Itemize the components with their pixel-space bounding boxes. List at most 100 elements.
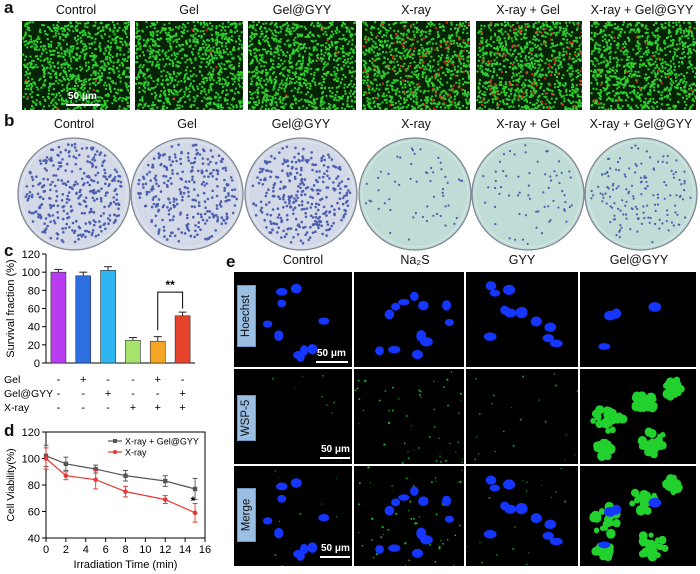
factor-sign: - <box>57 388 61 400</box>
live-cells <box>590 21 696 110</box>
panel-a-col-label: X-ray <box>401 3 431 17</box>
panel-e-label: e <box>226 252 236 271</box>
confocal-tile <box>580 466 696 566</box>
factor-sign: + <box>130 402 136 414</box>
dish-plate <box>130 137 244 251</box>
series-line <box>45 455 196 490</box>
culture-dish <box>357 136 473 252</box>
dish-plate <box>358 137 472 251</box>
factor-sign: - <box>106 402 110 414</box>
data-point <box>123 489 128 494</box>
live-cells <box>22 21 130 110</box>
panel-a-col-label: X-ray + Gel <box>496 3 560 17</box>
y-tick-label: 100 <box>22 267 40 279</box>
x-tick-label: 6 <box>103 544 109 556</box>
probe-signal <box>590 376 685 462</box>
y-tick-label: 100 <box>22 454 40 466</box>
bar <box>50 271 67 364</box>
x-tick-label: 0 <box>43 544 49 556</box>
x-tick-label: 12 <box>159 544 171 556</box>
legend-marker <box>113 450 117 454</box>
dish-plate <box>471 137 585 251</box>
y-tick-label: 20 <box>28 340 40 352</box>
factor-sign: + <box>179 388 185 400</box>
x-axis-label: Irradiation Time (min) <box>74 559 178 571</box>
data-point <box>163 478 168 484</box>
panel-b-col-label: X-ray + Gel <box>496 117 560 131</box>
live-dead-image <box>22 21 130 110</box>
factor-label: Gel <box>4 374 20 386</box>
live-dead-image <box>476 21 582 110</box>
panel-e-col-label: GYY <box>508 253 536 267</box>
y-tick-label: 80 <box>28 285 40 297</box>
row-tag-wsp5: WSP-5 <box>237 395 256 441</box>
nuclei <box>375 486 454 558</box>
y-tick-label: 120 <box>22 249 40 261</box>
nuclei <box>483 475 563 546</box>
confocal-tile <box>580 272 696 367</box>
bar <box>125 339 141 364</box>
nuclei <box>262 478 330 561</box>
panel-b-col-label: X-ray + Gel@GYY <box>589 117 693 131</box>
panel-a-col-label: X-ray + Gel@GYY <box>590 3 694 17</box>
probe-signal <box>354 371 464 464</box>
cell-viability-chart: 40 60 80 100 120 0 2 4 6 8 10 12 14 16 Irradiation Tim… <box>5 428 211 571</box>
x-tick-label: 14 <box>179 544 191 556</box>
bar <box>75 275 92 364</box>
scale-bar <box>66 104 100 106</box>
bar <box>100 270 116 364</box>
panel-a-label: a <box>4 0 14 17</box>
survival-fraction-chart: 0 20 40 60 80 100 120 Survival fraction (%) ** Ge… <box>4 249 195 414</box>
factor-sign: + <box>179 402 185 414</box>
factor-sign: - <box>57 402 61 414</box>
scale-bar-label: 50 μm <box>317 348 346 359</box>
confocal-tile <box>466 369 578 464</box>
factor-sign: - <box>106 374 110 386</box>
panel-e-col-label: Gel@GYY <box>609 253 669 267</box>
colonies <box>482 144 573 245</box>
panel-b-col-label: Gel@GYY <box>271 117 331 131</box>
x-tick-label: 2 <box>63 544 69 556</box>
factor-sign: - <box>131 388 135 400</box>
significance-bracket <box>157 291 184 331</box>
panel-b-col-label: Control <box>53 117 95 131</box>
panel-b-label: b <box>4 111 15 130</box>
confocal-tile <box>354 369 464 464</box>
y-axis-label: Survival fraction (%) <box>5 259 17 357</box>
scale-bar <box>320 457 350 459</box>
colonies <box>590 144 692 244</box>
y-tick-label: 120 <box>22 428 40 439</box>
culture-dish <box>470 136 586 252</box>
live-cells <box>362 21 470 110</box>
legend-label: X-ray + Gel@GYY <box>125 437 199 447</box>
factor-sign: - <box>131 374 135 386</box>
series-line <box>45 458 196 514</box>
confocal-tile <box>354 272 464 367</box>
factor-label: Gel@GYY <box>4 388 53 400</box>
panel-d-label: d <box>4 421 15 440</box>
confocal-tile <box>466 272 578 367</box>
live-cells <box>476 21 582 110</box>
row-tag-hoechst: Hoechst <box>237 285 256 347</box>
significance-label: * <box>191 494 196 508</box>
panel-a-col-label: Gel@GYY <box>272 3 332 17</box>
colonies <box>251 145 352 245</box>
scale-bar <box>316 361 348 363</box>
panel-e-col-label: Na₂S <box>400 253 430 267</box>
bar <box>149 340 166 364</box>
scale-bar <box>320 556 350 558</box>
live-dead-image <box>590 21 696 110</box>
factor-sign: - <box>81 402 85 414</box>
panel-b-col-label: X-ray <box>401 117 431 131</box>
factor-sign: + <box>105 388 111 400</box>
scale-bar-label: 50 μm <box>321 543 350 554</box>
live-dead-image <box>135 21 243 110</box>
y-tick-label: 60 <box>28 304 40 316</box>
data-point <box>63 473 69 479</box>
factor-label: X-ray <box>4 402 30 414</box>
y-axis-label: Cell Viability(%) <box>5 448 17 521</box>
culture-dish <box>129 136 245 252</box>
y-tick-label: 80 <box>28 480 40 492</box>
x-tick-label: 4 <box>83 544 89 556</box>
data-point <box>93 477 98 482</box>
